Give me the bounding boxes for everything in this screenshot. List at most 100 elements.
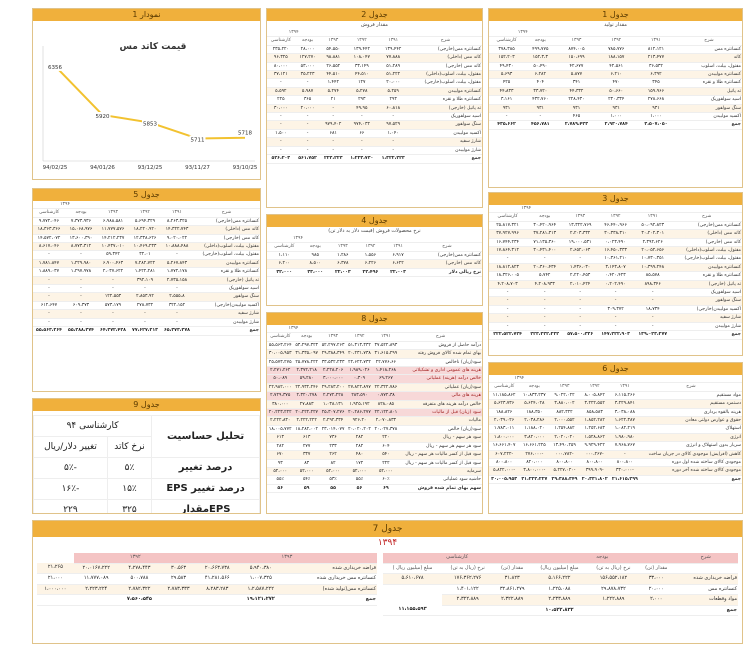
column-header: مبلغ (میلیون ریال ) — [383, 563, 443, 574]
table-row: درصد تغییر ۵٪ -۵٪ — [33, 457, 260, 479]
cell: ۲۳۰،۳۳۴ — [596, 95, 637, 105]
row-label: کنسانتره مس(خارجی) — [411, 251, 482, 261]
cell: - — [489, 313, 527, 323]
cell: ۳۷،۲۸۱،۳۱۳ — [526, 229, 564, 239]
cell: ۲،۷۸۹،۴۲۳ — [556, 120, 597, 130]
cell: ۴،۲۷۸،۴۴۳ — [118, 563, 161, 574]
cell: ۱۳۹،۴۴۲ — [346, 45, 378, 55]
cell: ۲۱ — [320, 95, 347, 105]
cell: ۱،۷۸۱،۸۴۷ — [33, 259, 66, 269]
cell: ۲۹۳ — [377, 95, 409, 105]
cell: ۹۶،۳۲۵ — [267, 53, 295, 63]
row-label: ته پاتیل (خارجی) — [192, 276, 260, 286]
cell: ۱،۰۴۰ — [377, 129, 409, 139]
row-label: سنگ سولفور — [675, 104, 742, 114]
table-row: مفتول، بیلت، اسلوب(داخلی) ۵۱،۲۲۲ ۴۴،۵۱۰ ۴۴،… — [267, 70, 482, 80]
cell: ۷۸۵،۷۷۶ — [596, 45, 637, 55]
cell: ۵۹،۲۸۰ — [293, 374, 320, 384]
cell: - — [267, 112, 295, 122]
cell: ۸،۲۶۳،۳۲۵ — [160, 217, 193, 227]
cell: ۱۵۲،۲۰۳ — [489, 53, 525, 63]
row-label: مفتول، بیلت، اسلوب(داخلی) — [671, 246, 742, 256]
cell: -۳۹۹،۹۰۹ — [579, 466, 610, 476]
table-row: اکسید مولیبدن(خارجی) ۳۲۲،۱۵۲ ۲۷۸،۷۳۲ ۵۷۳،۱۷… — [33, 301, 260, 311]
cell: ۳۷،۹۲۷،۹۹۶ — [489, 229, 527, 239]
row-label: کاتد مس (خارجی) — [411, 259, 482, 269]
cell: ۱۳،۶۰۰،۳۹۰ — [65, 234, 97, 244]
table-row: جمع ۱۹،۱۲۱،۲۷۲ ۷،۵۶۰،۵۴۵ — [37, 594, 377, 606]
year-big: ۱۳۹۴ — [377, 538, 398, 548]
cell: -۳۳۰،۰۰۰ — [609, 466, 640, 476]
cell: ۴۳۲،۷۶۰ — [524, 95, 557, 105]
cell: - — [597, 296, 635, 306]
cell: ۱۵۹،۹۶۶ — [636, 87, 676, 97]
table-row: کاتد مس (خارجی) ۲،۳۹۲،۶۲۶ ۰،۰۲۳،۴۹۰ ۱۹،۰۰۰،… — [489, 238, 742, 248]
table-1-production: جدول 1 مقدار تولید ۱۳۹۴ شرح ۱۳۹۱ ۱۳۹۲ ۱۳۹۳ ب… — [488, 8, 743, 188]
table-row: مواد مستقیم ۶،۱۱۵،۲۶۶ ۸،۰۰۵،۸۴۲ ۹،۰۲۲،۰۲۲ ۱۰… — [489, 391, 742, 401]
table-row: کاتد ۲۱۳،۴۷۷ ۱۸۸،۱۵۷ ۱۵۰،۶۹۹ ۱۵۲،۳،۳ ۱۵۲،۲۰۳ — [489, 53, 742, 63]
cell: - — [634, 296, 672, 306]
year-col: ۱۳۹۲ — [73, 553, 197, 564]
cell: - — [524, 112, 557, 122]
cell: ۵۵،۵۶۳،۲۶۴ — [267, 341, 294, 351]
cell: ۴۲،۵۶۱ — [596, 62, 637, 72]
column-header: شرح — [399, 332, 482, 342]
cell — [587, 605, 640, 616]
cell: ۲۲۹ — [33, 499, 108, 513]
panel-title: جدول 2 — [267, 9, 482, 21]
cell: ۱،۵۰۰ — [267, 129, 295, 139]
row-label: سود(زیان) ناخالص — [399, 358, 482, 368]
row-label: سود هر سهم - ریال — [399, 433, 482, 443]
cell: ۳۹۲،۱۰۹ — [128, 276, 161, 286]
cell: ۵،۸۷۷ — [556, 70, 597, 80]
cell: ۲،۷۸۳،۳۳۳ — [160, 584, 197, 595]
x-tick-label: 94/01/26 — [90, 165, 115, 171]
cell: ۴۴،۵۱۰ — [320, 70, 347, 80]
cell: ۲۶۲ — [319, 450, 347, 460]
row-label: مفتول، بیلت، اسلوب(داخلی) — [408, 70, 482, 80]
row-label: کاتد مس (خارجی) — [408, 62, 482, 72]
cell: ۳۲،۰۱ — [128, 250, 161, 260]
cell: ۴۲،۶۷۷ — [556, 62, 597, 72]
cell: -۵،۸۲۲،۰۰۰ — [489, 466, 520, 476]
cell: ۱۰،۴۳۷،۰۱۰ — [97, 242, 129, 252]
cell: ۵۲،۰۰۰ — [267, 467, 294, 477]
cell: ۳۷،۱۲۱ — [267, 70, 295, 80]
table-row: کنسانتره مولیبدن ۱۰،۳۹۹،۲۴۸ ۳،۱۴۳،۸۰۷ ۱،۴۳۶… — [489, 263, 742, 273]
cell: - — [526, 288, 564, 298]
cell: ۱۲۷،۲۷۰ — [294, 53, 321, 63]
cell: ۳۰،۰۰۵،۹۵۳ — [267, 349, 294, 359]
table-row: سود هر سهم هر سهم - ریال ۶۰۴ ۲۸۲ ۲۳۳ ۲۷۷ ۲۸۲ — [267, 442, 482, 452]
cell: - — [65, 292, 97, 302]
cell: ۱،۰۰۰ — [636, 112, 676, 122]
cell: ۹۳ — [267, 459, 294, 468]
cell: ۱۰،۸۸۸،۴۸۸ — [160, 242, 193, 252]
row-label: کنسانتره طلا و نقره — [675, 78, 742, 88]
cell: ۴۹،۴۳۰ — [489, 62, 525, 72]
cell: ۸۰،۰۰۰ — [267, 62, 295, 72]
row-label: سود(زیان) خالص — [399, 425, 482, 435]
cell: -۶۰۷،۲۲۲ — [489, 450, 520, 460]
row-label: کنسانتره مس(خارجی) — [408, 45, 482, 55]
cell: ۲۲۸،۴۳۰ — [556, 95, 597, 105]
column-header: بودجه — [65, 208, 97, 218]
cell: ۷،۳۷۳،۹۳۶ — [65, 217, 97, 227]
cell: درصد تغییر EPS — [151, 478, 260, 500]
column-header: کارشناسی — [489, 382, 520, 392]
cell: ۲۲۲،۵۲۲،۷۲۴ — [489, 330, 527, 340]
row-label: سنگ سولفور — [671, 296, 742, 306]
cell: - — [160, 284, 193, 294]
cell: ۲۲۵ — [267, 95, 295, 105]
row-label: کنسانتره مس(خارجی) — [192, 217, 260, 227]
cell: ۱۵٪ — [106, 478, 153, 500]
row-label: کنسانتره مولیبدن — [408, 87, 482, 97]
column-header: ۱۳۹۲ — [579, 382, 610, 392]
data-label: 5920 — [96, 114, 110, 120]
table-row: کنسانتره مولیبدن ۵،۲۶۷،۸۴۳ ۷،۲۸۲،۷۲۲ ۶،۹۰۰،… — [33, 259, 260, 269]
data-table: ۱۳۹۴ شرح ۱۳۹۱ ۱۳۹۲ ۱۳۹۳ بودجه کارشناسی کنسانت… — [33, 201, 260, 336]
cell: ۶۰۴ — [372, 442, 400, 452]
cell: ۱۰،۸۳۳،۲۳۷ — [519, 391, 550, 401]
cell: ۹۸۵ — [301, 251, 330, 261]
row-label: کنسانتره طلا و نقره — [408, 95, 482, 105]
cell: ۳۲۵ — [106, 499, 153, 513]
